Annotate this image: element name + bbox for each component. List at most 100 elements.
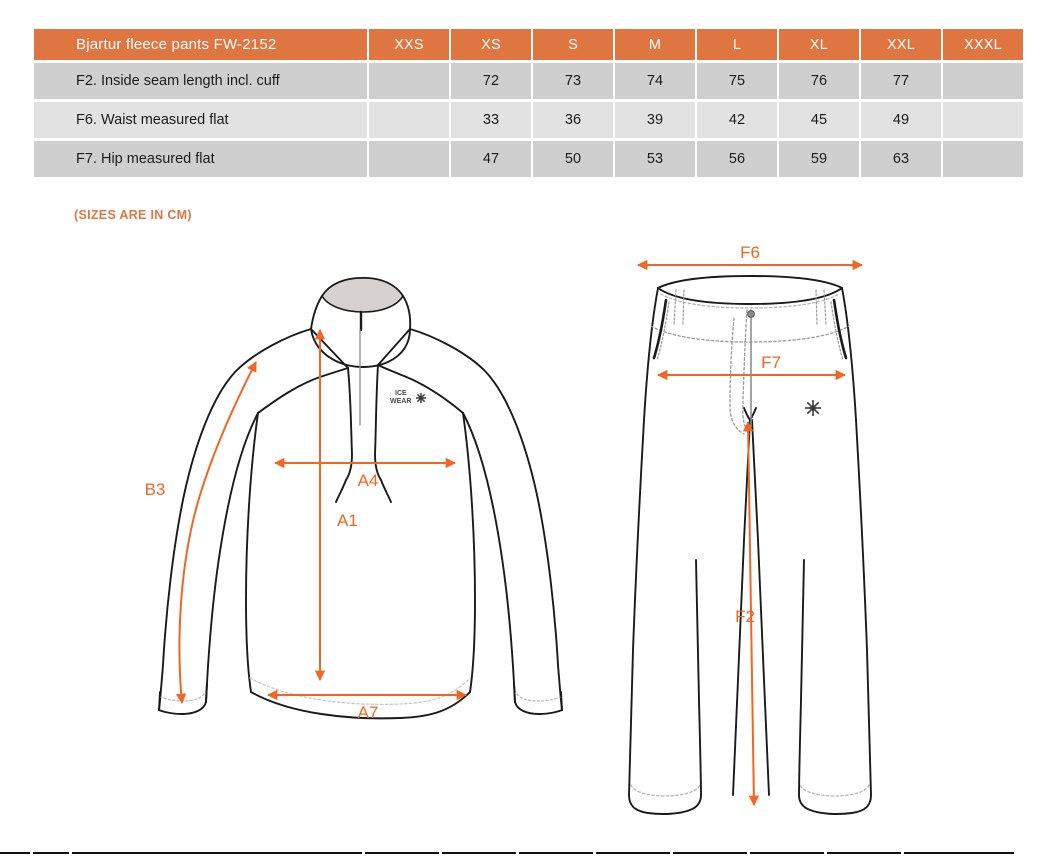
measurement-value: 33 [451,102,531,138]
jacket-right-cuff-edges [513,683,563,711]
size-chart-table: Bjartur fleece pants FW-2152 XXS XS S M … [32,26,1025,180]
dimension-f7: F7 [656,353,847,381]
f2-label: F2 [735,607,755,626]
jacket-right-sleeve-outer [409,328,563,711]
pants-left-hem-stitch [630,784,701,797]
pants-fly-curve [729,317,745,435]
jacket-hem-stitch [249,677,471,705]
measurement-label: F6. Waist measured flat [34,102,367,138]
jacket-right-shoulder-seam [377,328,411,366]
measurement-value: 63 [861,141,941,177]
pants-waistband-top [657,275,843,289]
pants-snowflake-icon [805,400,821,416]
size-header-xxxl: XXXL [943,29,1023,60]
jacket-right-cuff-stitch [514,689,562,702]
jacket-hem [250,691,471,720]
jacket-right-sleeve-inner [462,412,516,703]
a1-label: A1 [337,511,358,530]
a7-label: A7 [358,703,379,722]
measurement-value: 77 [861,63,941,99]
pants-right-outseam [841,287,872,796]
measurement-value [369,63,449,99]
measurement-value [369,102,449,138]
measurement-value: 73 [533,63,613,99]
measurement-value: 76 [779,63,859,99]
measurement-value: 72 [451,63,531,99]
table-body: F2. Inside seam length incl. cuff 72 73 … [34,63,1023,177]
brand-text-ice: ICE [395,390,407,397]
pants-right-pocket-stitch [830,301,844,361]
measurement-label: F2. Inside seam length incl. cuff [34,63,367,99]
jacket-collar-bottom [310,328,411,368]
dimension-a7: A7 [266,689,468,722]
pants-waistband-inner-stitch [660,293,840,309]
a4-label: A4 [358,471,379,490]
measurement-value: 53 [615,141,695,177]
size-header-xs: XS [451,29,531,60]
brand-text-wear: WEAR [390,398,411,405]
measurement-value: 36 [533,102,613,138]
pants-right-leg-inner [798,559,805,796]
pants-belt-loop-left [673,289,685,325]
b3-arrow [175,361,257,705]
units-note: (SIZES ARE IN CM) [74,208,192,222]
pants-left-pocket-opening [652,298,668,360]
table-header: Bjartur fleece pants FW-2152 XXS XS S M … [34,29,1023,60]
size-header-xxs: XXS [369,29,449,60]
measurement-value [943,63,1023,99]
jacket-body-left [245,412,259,693]
dimension-a1: A1 [314,328,358,682]
dimension-a4: A4 [273,457,457,490]
measurement-value: 45 [779,102,859,138]
jacket-right-cuff [514,701,563,715]
size-header-s: S [533,29,613,60]
measurement-value [943,102,1023,138]
measurement-value [369,141,449,177]
pants-waistband-top-back [657,287,843,305]
jacket-body-right [462,412,476,693]
pants-belt-loop-right [815,289,827,325]
pants-left-hem [628,794,702,815]
jacket-left-cuff-stitch [159,689,207,702]
measurement-label: F7. Hip measured flat [34,141,367,177]
measurement-value: 39 [615,102,695,138]
jacket-left-shoulder-seam [310,328,349,369]
measurement-value: 42 [697,102,777,138]
size-header-l: L [697,29,777,60]
jacket-left-cuff [158,701,207,715]
measurement-value: 49 [861,102,941,138]
f2-arrow [742,420,760,807]
dimension-b3: B3 [145,361,257,705]
pants-left-outseam [628,287,659,796]
table-row: F7. Hip measured flat 47 50 53 56 59 63 [34,141,1023,177]
jacket-right-underarm [380,479,392,503]
dimension-f6: F6 [636,243,864,271]
jacket-right-armhole [374,364,382,481]
size-header-m: M [615,29,695,60]
table-row: F6. Waist measured flat 33 36 39 42 45 4… [34,102,1023,138]
snowflake-icon [416,393,426,403]
measurement-value: 75 [697,63,777,99]
jacket-left-sleeve-outer [158,328,312,711]
measurement-value [943,141,1023,177]
size-header-xl: XL [779,29,859,60]
jacket-left-underarm [335,479,347,503]
pants-left-pocket-stitch [656,301,670,361]
b3-label: B3 [145,480,166,499]
pants-right-pocket-opening [832,298,848,360]
dimension-f2: F2 [735,420,760,807]
pants-right-hem [798,794,872,815]
size-header-xxl: XXL [861,29,941,60]
measurement-value: 47 [451,141,531,177]
measurement-value: 50 [533,141,613,177]
f7-label: F7 [761,353,781,372]
pants-crotch-point [743,407,757,421]
table-row: F2. Inside seam length incl. cuff 72 73 … [34,63,1023,99]
jacket-right-yoke-seam [377,364,464,414]
measurement-value: 59 [779,141,859,177]
measurement-value: 74 [615,63,695,99]
next-table-sliver [0,852,1040,860]
pants-button-icon [747,310,755,318]
jacket-left-armhole [345,367,353,481]
